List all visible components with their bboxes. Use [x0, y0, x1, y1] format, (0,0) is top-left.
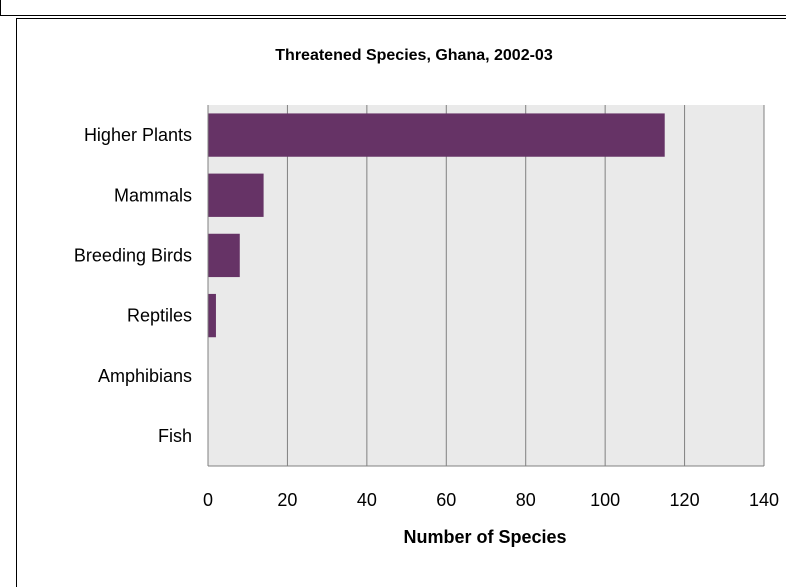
bar-reptiles — [208, 293, 216, 338]
top-frame — [0, 0, 786, 16]
x-tick-label: 140 — [749, 490, 779, 510]
x-tick-label: 0 — [203, 490, 213, 510]
axes — [207, 105, 764, 467]
chart-frame — [16, 18, 786, 587]
x-axis-title: Number of Species — [403, 527, 566, 547]
x-tick-label: 60 — [436, 490, 456, 510]
bar-higher-plants — [208, 113, 665, 157]
category-label: Higher Plants — [84, 125, 192, 145]
x-tick-label: 80 — [516, 490, 536, 510]
x-tick-label: 40 — [357, 490, 377, 510]
category-labels: Higher Plants Mammals Breeding Birds Reptil… — [74, 125, 192, 446]
plot-area — [208, 105, 764, 466]
category-label: Fish — [158, 426, 192, 446]
bar-mammals — [208, 173, 264, 217]
gridlines — [286, 105, 765, 466]
chart-title: Threatened Species, Ghana, 2002-03 — [275, 47, 553, 64]
category-label: Breeding Birds — [74, 245, 192, 265]
x-tick-label: 100 — [590, 490, 620, 510]
x-tick-label: 120 — [670, 490, 700, 510]
x-tick-label: 20 — [277, 490, 297, 510]
x-tick-labels: 0 20 40 60 80 100 120 140 — [203, 490, 779, 510]
bars — [208, 113, 665, 338]
category-label: Mammals — [114, 185, 192, 205]
bar-breeding-birds — [208, 233, 240, 278]
category-label: Reptiles — [127, 306, 192, 326]
category-label: Amphibians — [98, 366, 192, 386]
